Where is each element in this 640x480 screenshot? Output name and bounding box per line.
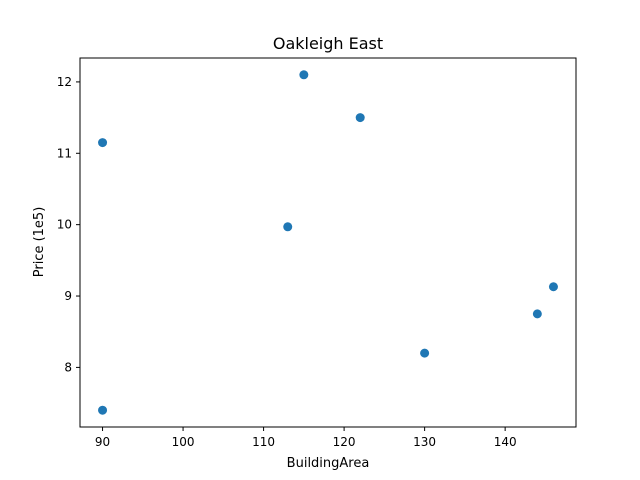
x-axis-label: BuildingArea bbox=[287, 456, 370, 471]
y-tick-label: 8 bbox=[64, 360, 72, 374]
y-tick-label: 10 bbox=[57, 218, 72, 232]
x-tick-label: 130 bbox=[413, 435, 436, 449]
plot-area bbox=[98, 70, 558, 415]
plot-frame bbox=[79, 57, 577, 428]
data-point-2 bbox=[98, 405, 108, 415]
y-tick-label: 12 bbox=[57, 75, 72, 89]
x-tick-label: 110 bbox=[252, 435, 275, 449]
x-axis: 90 100 110 120 130 140 bbox=[95, 427, 517, 449]
x-tick-label: 140 bbox=[494, 435, 517, 449]
data-point-5 bbox=[355, 113, 365, 123]
y-axis: 8 9 10 11 12 bbox=[57, 75, 80, 374]
data-point-1 bbox=[98, 138, 108, 148]
data-point-6 bbox=[420, 348, 430, 358]
y-tick-label: 11 bbox=[57, 146, 72, 160]
x-tick-label: 120 bbox=[333, 435, 356, 449]
x-tick-label: 100 bbox=[172, 435, 195, 449]
data-point-4 bbox=[299, 70, 309, 80]
y-tick-label: 9 bbox=[64, 289, 72, 303]
data-point-7 bbox=[532, 309, 542, 319]
y-axis-label: Price (1e5) bbox=[32, 207, 47, 278]
data-point-3 bbox=[283, 222, 293, 232]
x-tick-label: 90 bbox=[95, 435, 110, 449]
chart-title: Oakleigh East bbox=[273, 34, 383, 53]
data-point-8 bbox=[548, 282, 558, 292]
